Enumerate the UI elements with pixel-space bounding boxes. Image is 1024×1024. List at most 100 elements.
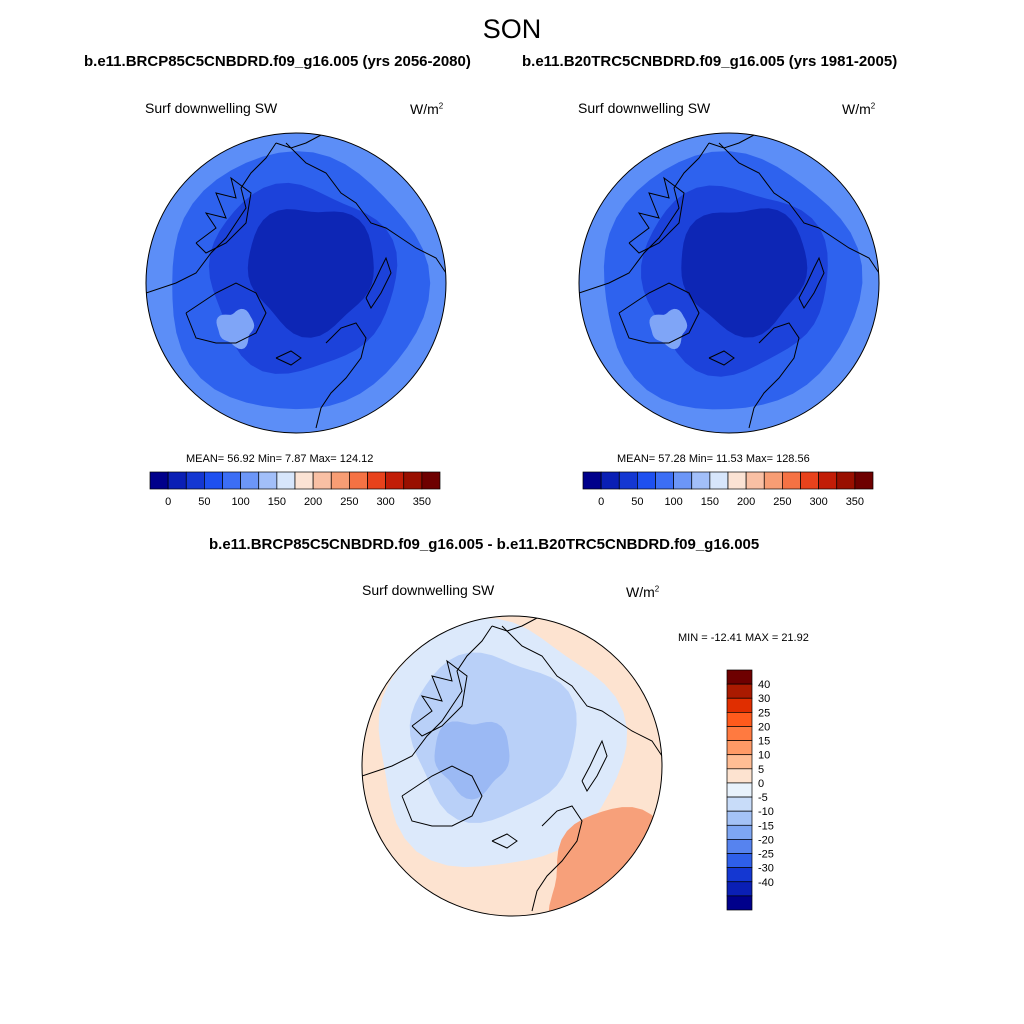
map-diff bbox=[361, 615, 663, 917]
diff-colorbar-swatch bbox=[726, 697, 753, 713]
map-diff-coast-archipelago bbox=[411, 659, 468, 737]
diff-colorbar-tick-label: -10 bbox=[758, 806, 774, 818]
colorbar1-swatch bbox=[367, 471, 386, 490]
diff-colorbar-tick-label: -15 bbox=[758, 820, 774, 832]
panel2-units-label: W/m2 bbox=[842, 101, 876, 117]
diff-colorbar-tick-label: 0 bbox=[758, 778, 764, 790]
diff-colorbar-swatch bbox=[726, 740, 753, 756]
map-diff-coast-siberia bbox=[501, 625, 662, 757]
diff-colorbar-swatch bbox=[726, 881, 753, 897]
colorbar1-tick-label: 200 bbox=[304, 496, 322, 508]
map-panel1-coast-greenland bbox=[185, 282, 267, 344]
diff-colorbar-swatch bbox=[726, 669, 753, 685]
map-panel1-core bbox=[247, 209, 374, 338]
colorbar2-swatch bbox=[673, 471, 693, 490]
map-panel1-coast-archipelago bbox=[195, 176, 252, 254]
diff-colorbar-tick-label: 5 bbox=[758, 764, 764, 776]
map-diff-coast-bering bbox=[491, 617, 538, 632]
panel1-case-title: b.e11.BRCP85C5CNBDRD.f09_g16.005 (yrs 20… bbox=[84, 53, 471, 70]
map-diff-border bbox=[361, 615, 663, 917]
colorbar2-swatch bbox=[691, 471, 711, 490]
map-diff-coast-scandinavia bbox=[531, 805, 583, 912]
diff-colorbar-tick-label: 20 bbox=[758, 721, 770, 733]
diff-variable-label: Surf downwelling SW bbox=[362, 582, 495, 598]
colorbar2-tick-label: 200 bbox=[737, 496, 755, 508]
map-panel2-coast-greenland bbox=[618, 282, 700, 344]
panel1-variable-label: Surf downwelling SW bbox=[145, 100, 278, 116]
diff-colorbar-tick-label: -5 bbox=[758, 792, 768, 804]
map-panel2-coast-novaya-zemlya bbox=[798, 256, 825, 309]
map-diff-coast-greenland bbox=[401, 765, 483, 827]
diff-title: b.e11.BRCP85C5CNBDRD.f09_g16.005 - b.e11… bbox=[209, 536, 760, 553]
colorbar2-tick-label: 0 bbox=[598, 496, 604, 508]
colorbar1-swatch bbox=[185, 471, 205, 490]
colorbar1-swatch bbox=[222, 471, 241, 490]
diff-colorbar-swatch bbox=[726, 782, 753, 798]
map-panel2 bbox=[578, 132, 880, 434]
diff-colorbar-tick-label: 40 bbox=[758, 679, 770, 691]
diff-colorbar-swatch bbox=[726, 824, 753, 840]
map-diff-coast-novaya-zemlya bbox=[581, 739, 608, 792]
map-panel1-coast-scandinavia bbox=[315, 322, 367, 429]
colorbar1-swatch bbox=[385, 471, 405, 490]
diff-colorbar-swatch bbox=[726, 683, 753, 699]
diff-colorbar-tick-label: -40 bbox=[758, 877, 774, 889]
colorbar1-swatch bbox=[349, 471, 368, 490]
map-panel1-coast-siberia bbox=[285, 142, 446, 274]
diff-colorbar-swatch bbox=[726, 853, 753, 868]
colorbar1-tick-label: 300 bbox=[376, 496, 394, 508]
colorbar1-tick-label: 250 bbox=[340, 496, 358, 508]
diff-colorbar-swatch bbox=[726, 726, 753, 741]
panel1-stats: MEAN= 56.92 Min= 7.87 Max= 124.12 bbox=[186, 453, 374, 465]
colorbar1-swatch bbox=[312, 471, 332, 490]
colorbar2-swatch bbox=[763, 471, 783, 490]
colorbar1-tick-label: 350 bbox=[413, 496, 431, 508]
colorbar2-swatch bbox=[854, 471, 874, 490]
diff-colorbar-tick-label: -25 bbox=[758, 849, 774, 861]
map-panel2-core bbox=[681, 208, 808, 338]
map-panel2-coast-siberia bbox=[718, 142, 879, 274]
map-panel1-coast-novaya-zemlya bbox=[365, 256, 392, 309]
map-panel1-border bbox=[145, 132, 447, 434]
map-panel2-coast-scandinavia bbox=[748, 322, 800, 429]
map-diff-coast-north-america bbox=[362, 625, 493, 777]
diff-colorbar-tick-label: -20 bbox=[758, 834, 774, 846]
diff-colorbar-swatch bbox=[726, 867, 753, 883]
map-panel1 bbox=[145, 132, 447, 434]
panel2-stats: MEAN= 57.28 Min= 11.53 Max= 128.56 bbox=[617, 453, 810, 465]
map-panel2-coast-iceland bbox=[708, 350, 735, 366]
colorbar1-swatch bbox=[204, 471, 223, 490]
colorbar1-swatch bbox=[330, 471, 350, 490]
colorbar2-swatch bbox=[836, 471, 856, 490]
diff-stats: MIN = -12.41 MAX = 21.92 bbox=[678, 632, 809, 644]
diff-colorbar-tick-label: 25 bbox=[758, 707, 770, 719]
colorbar1-swatch bbox=[258, 471, 278, 490]
diff-colorbar-swatch bbox=[726, 839, 753, 854]
colorbar2-swatch bbox=[600, 471, 620, 490]
panel1-units-label: W/m2 bbox=[410, 101, 444, 117]
map-diff-warm-patch bbox=[548, 807, 662, 916]
colorbar1-swatch bbox=[421, 471, 441, 490]
colorbar1-swatch bbox=[403, 471, 423, 490]
map-panel1-coast-iceland bbox=[275, 350, 302, 366]
map-diff-cool-band3 bbox=[434, 721, 510, 800]
diff-colorbar-swatch bbox=[726, 895, 753, 911]
colorbar2-tick-label: 250 bbox=[773, 496, 791, 508]
colorbar1-tick-label: 100 bbox=[231, 496, 249, 508]
colorbar1-swatch bbox=[240, 471, 260, 490]
diff-colorbar-tick-label: 30 bbox=[758, 693, 770, 705]
map-diff-field bbox=[362, 616, 662, 916]
colorbar1-swatch bbox=[276, 471, 296, 490]
colorbar2-swatch bbox=[818, 471, 838, 490]
colorbar2-swatch bbox=[745, 471, 765, 490]
colorbar1-swatch bbox=[167, 471, 187, 490]
colorbar2-swatch bbox=[582, 471, 602, 490]
colorbar2-tick-label: 350 bbox=[846, 496, 864, 508]
colorbar2-swatch bbox=[637, 471, 656, 490]
map-panel1-coast-bering bbox=[275, 134, 322, 149]
colorbar2-swatch bbox=[800, 471, 819, 490]
map-panel2-coast-bering bbox=[708, 134, 755, 149]
colorbar2-tick-label: 150 bbox=[701, 496, 719, 508]
colorbar1-swatch bbox=[149, 471, 169, 490]
